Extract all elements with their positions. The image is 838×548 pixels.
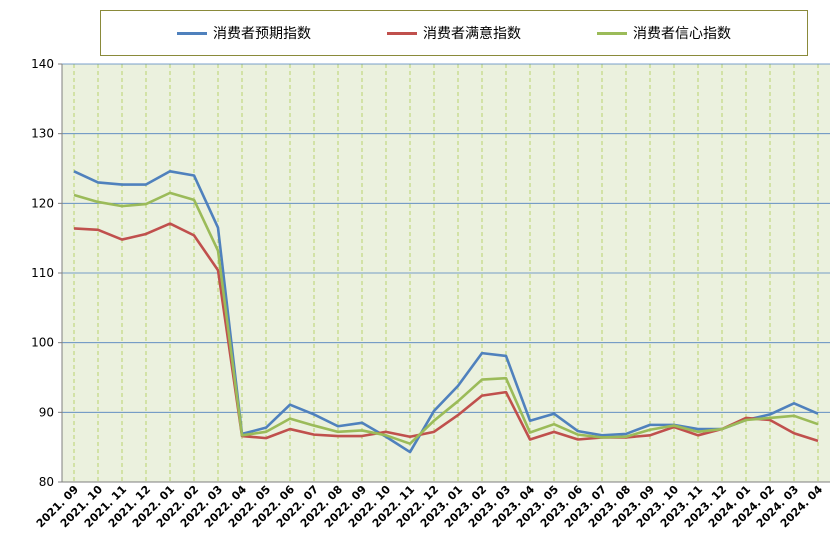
series-line-0 xyxy=(73,169,819,454)
series-line-2 xyxy=(73,191,819,445)
y-tick-label: 110 xyxy=(31,266,54,280)
legend: 消费者预期指数 消费者满意指数 消费者信心指数 xyxy=(100,10,808,56)
axes xyxy=(58,63,830,483)
legend-swatch-confidence xyxy=(597,31,627,35)
y-tick-label: 140 xyxy=(31,57,54,71)
legend-swatch-satisfaction xyxy=(387,31,417,35)
y-tick-labels: 80 90 100 110 120 130 140 xyxy=(31,57,54,489)
legend-label-expectation: 消费者预期指数 xyxy=(213,26,311,42)
series-lines xyxy=(73,169,819,454)
y-tick-label: 80 xyxy=(39,475,54,489)
legend-item-expectation[interactable]: 消费者预期指数 xyxy=(177,11,311,55)
legend-item-satisfaction[interactable]: 消费者满意指数 xyxy=(387,11,521,55)
series-line-1 xyxy=(73,222,819,443)
y-tick-label: 130 xyxy=(31,127,54,141)
legend-swatch-expectation xyxy=(177,31,207,35)
legend-label-satisfaction: 消费者满意指数 xyxy=(423,26,521,42)
y-tick-label: 90 xyxy=(39,405,54,419)
y-tick-label: 120 xyxy=(31,196,54,210)
y-tick-label: 100 xyxy=(31,336,54,350)
legend-item-confidence[interactable]: 消费者信心指数 xyxy=(597,11,731,55)
legend-label-confidence: 消费者信心指数 xyxy=(633,26,731,42)
